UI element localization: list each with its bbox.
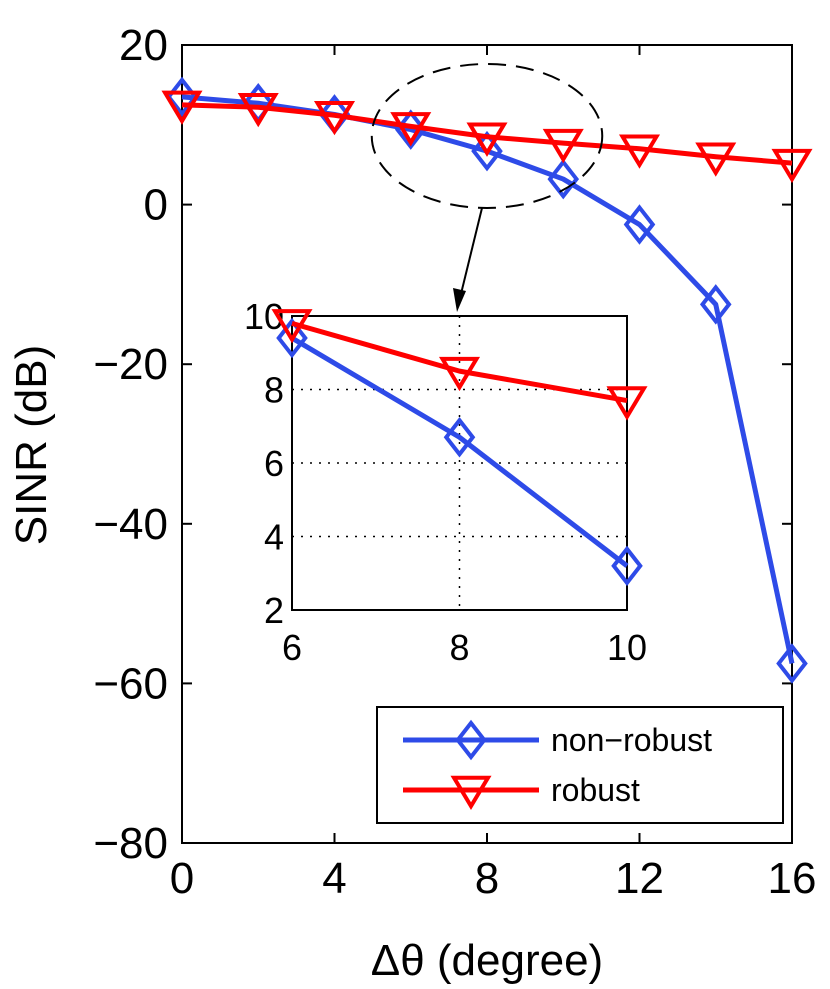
x-tick-label: 0 bbox=[170, 854, 194, 903]
data-point-robust bbox=[313, 100, 356, 136]
inset-x-tick-label: 8 bbox=[449, 627, 469, 668]
zoom-arrow bbox=[458, 207, 483, 303]
inset-y-tick-label: 2 bbox=[264, 590, 284, 631]
x-axis-label: Δθ (degree) bbox=[371, 936, 603, 985]
data-point-robust bbox=[542, 128, 584, 164]
dashed-ellipse bbox=[370, 62, 604, 209]
legend-marker-non-robust bbox=[455, 719, 487, 761]
inset-y-tick-label: 6 bbox=[264, 443, 284, 484]
legend-marker-robust bbox=[450, 775, 492, 811]
data-point-non-robust bbox=[623, 204, 656, 245]
y-axis-label: SINR (dB) bbox=[7, 345, 56, 545]
inset-data-point-robust bbox=[606, 386, 648, 421]
legend-label-robust: robust bbox=[551, 772, 640, 808]
data-point-robust bbox=[161, 90, 203, 125]
legend: non−robust robust bbox=[376, 706, 784, 824]
data-point-non-robust bbox=[547, 158, 580, 200]
data-point-robust bbox=[237, 93, 279, 128]
legend-box bbox=[376, 706, 784, 824]
data-point-robust bbox=[466, 122, 508, 157]
data-point-robust bbox=[695, 142, 737, 177]
y-tick-label: −60 bbox=[93, 659, 168, 708]
series-line-robust bbox=[181, 102, 793, 166]
y-tick-label: 20 bbox=[119, 21, 168, 70]
legend-label-non-robust: non−robust bbox=[551, 722, 712, 758]
inset-data-point-non-robust bbox=[276, 317, 308, 359]
inset-data-point-non-robust bbox=[611, 545, 643, 587]
y-tick-label: 0 bbox=[144, 181, 168, 230]
inset-data-point-robust bbox=[438, 356, 481, 392]
data-point-robust bbox=[390, 112, 432, 147]
inset-y-tick-label: 8 bbox=[264, 370, 284, 411]
x-tick-label: 16 bbox=[768, 854, 817, 903]
data-point-non-robust bbox=[776, 643, 808, 684]
inset-y-tick-label: 4 bbox=[264, 517, 284, 558]
x-tick-label: 8 bbox=[475, 854, 499, 903]
inset-data-point-non-robust bbox=[443, 417, 476, 458]
y-tick-label: −20 bbox=[93, 340, 168, 389]
inset-x-tick-label: 6 bbox=[282, 627, 302, 668]
zoom-annotation bbox=[370, 62, 604, 312]
inset-series-line-robust bbox=[291, 320, 628, 403]
zoom-arrow-head bbox=[453, 288, 466, 312]
data-point-non-robust bbox=[699, 284, 732, 325]
x-tick-label: 12 bbox=[615, 854, 664, 903]
inset-x-tick-label: 10 bbox=[607, 627, 647, 668]
y-tick-label: −40 bbox=[93, 500, 168, 549]
inset-series-line-non-robust bbox=[290, 335, 629, 568]
inset-data-point-robust bbox=[271, 309, 313, 344]
y-tick-label: −80 bbox=[93, 819, 168, 868]
data-point-robust bbox=[618, 134, 661, 169]
data-point-robust bbox=[771, 148, 813, 184]
x-tick-label: 4 bbox=[322, 854, 346, 903]
data-point-non-robust bbox=[471, 130, 503, 172]
